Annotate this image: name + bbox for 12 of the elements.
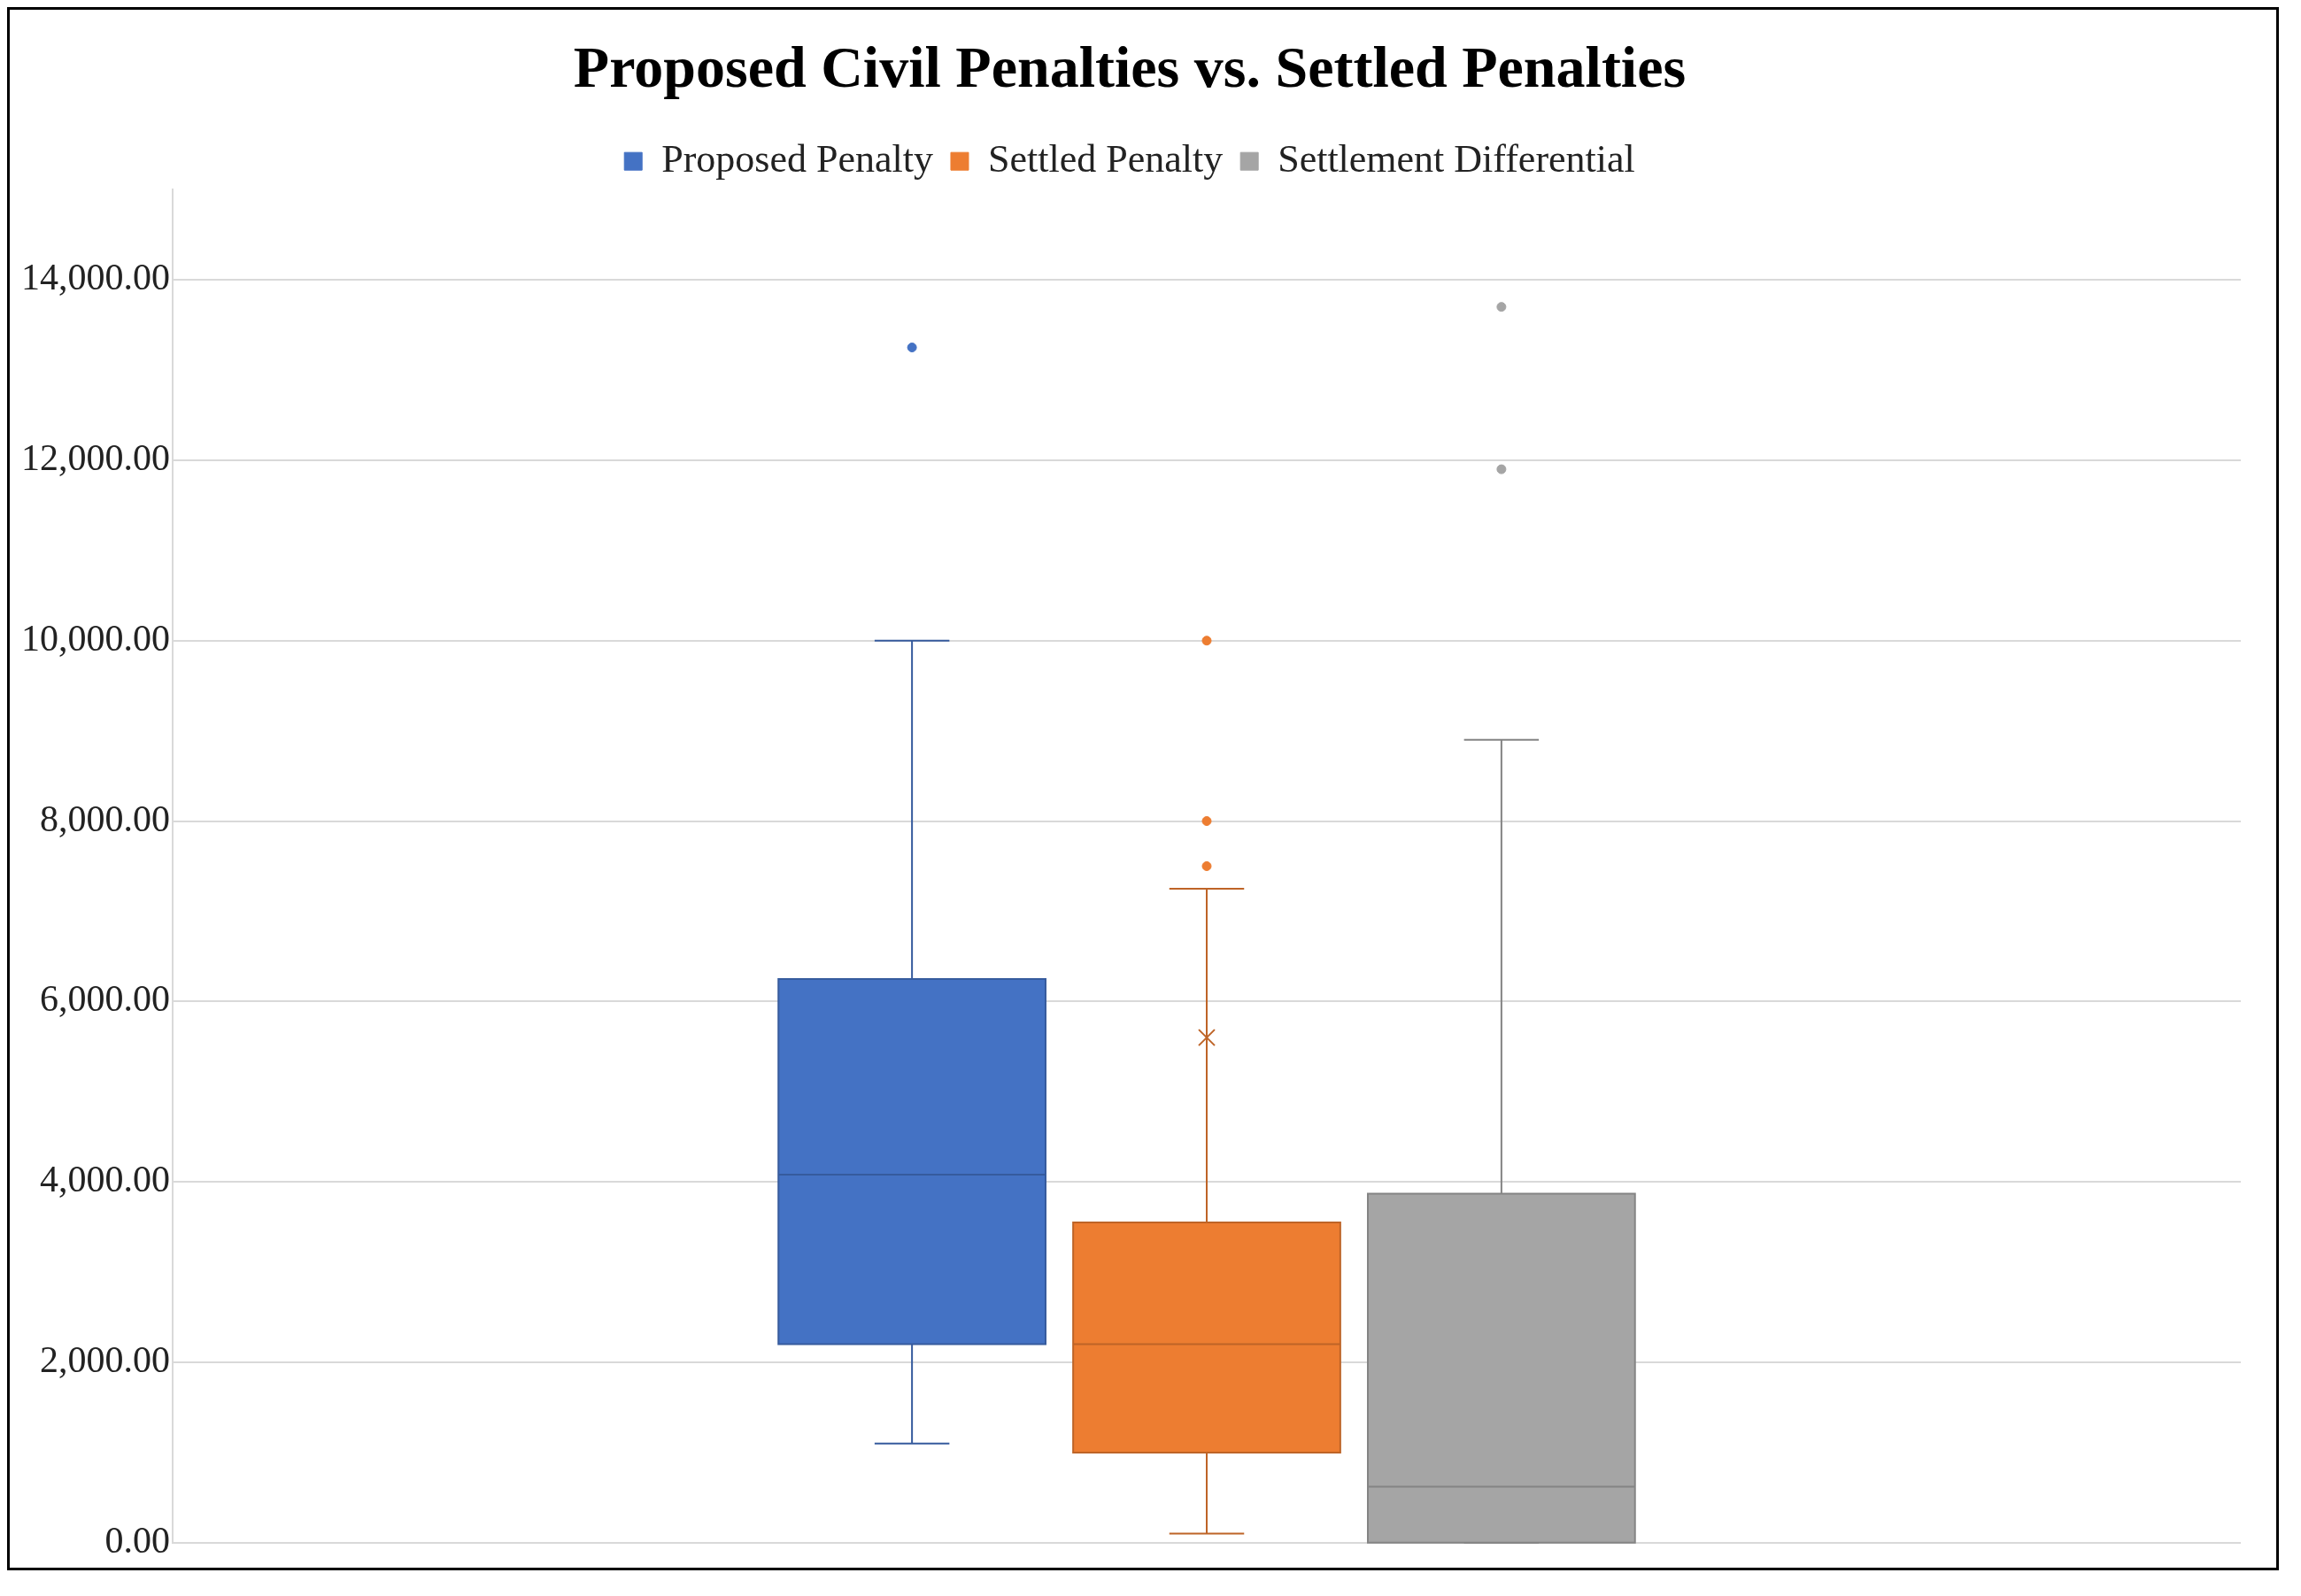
legend-label: Settlement Differential <box>1278 136 1635 181</box>
y-tick-label: 10,000.00 <box>21 617 170 659</box>
y-tick-label: 12,000.00 <box>21 436 170 478</box>
y-tick-label: 0.00 <box>104 1519 170 1561</box>
legend-label: Proposed Penalty <box>661 136 933 181</box>
y-tick-label: 4,000.00 <box>40 1159 170 1200</box>
y-tick-label: 6,000.00 <box>40 978 170 1020</box>
chart-title: Proposed Civil Penalties vs. Settled Penalties <box>573 34 1687 99</box>
y-tick-label: 8,000.00 <box>40 798 170 839</box>
y-tick-label: 2,000.00 <box>40 1339 170 1381</box>
y-tick-label: 14,000.00 <box>21 257 170 298</box>
legend-label: Settled Penalty <box>987 136 1224 181</box>
